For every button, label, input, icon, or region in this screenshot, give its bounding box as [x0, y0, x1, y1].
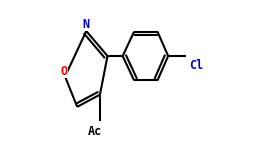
- Text: Cl: Cl: [189, 59, 204, 72]
- Text: Ac: Ac: [88, 125, 103, 138]
- Text: N: N: [82, 18, 90, 31]
- Text: O: O: [60, 65, 68, 78]
